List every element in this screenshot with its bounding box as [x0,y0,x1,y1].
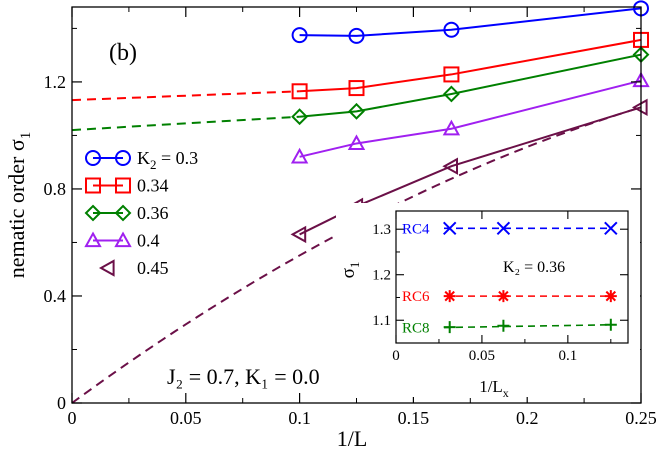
series-line [299,7,642,37]
legend-label: K2 = 0.3 [137,148,198,172]
x-tick-label: 0.05 [170,408,202,428]
x-tick-label: 0 [68,408,77,428]
legend-label: 0.45 [137,258,169,278]
inset-data-series [443,318,617,334]
inset-data-point [442,221,457,236]
series-line [299,53,642,118]
legend-item: K2 = 0.3 [85,148,198,172]
inset-data-point [496,221,511,236]
inset-data-point [604,318,617,331]
legend-marker [115,177,131,194]
series-line [299,38,642,93]
inset-x-tick-label: 0.05 [469,348,495,364]
legend-item: 0.45 [98,258,169,278]
data-point [348,102,365,120]
data-point [631,98,648,117]
legend: K2 = 0.3 0.34 0.36 0.4 0.45 [84,148,198,278]
legend-label-value: = 0.3 [157,148,199,168]
legend-label: 0.4 [137,231,160,251]
data-point [442,85,460,103]
inset-x-axis-label: 1/Lx [479,377,509,400]
inset-series-label: RC8 [402,321,430,337]
data-point [290,147,309,164]
inset-data-series [443,290,617,303]
legend-marker [85,150,101,166]
axis-ticks: 0 0.05 0.1 0.15 0.2 0.25 0 0.4 0.8 1.2 [44,7,657,428]
inset-axis-ticks: 0 0.05 0.1 1.1 1.2 1.3 [372,211,628,364]
inset-series-label: RC4 [402,221,430,237]
series-group [290,0,650,244]
series-line [299,79,642,158]
series-line [299,106,642,236]
inset-data-point [443,321,456,334]
inset-y-tick-label: 1.1 [372,313,391,329]
y-tick-label: 0.8 [44,179,67,199]
panel-label: (b) [109,40,137,66]
legend-marker [114,204,132,222]
data-point [442,157,459,175]
data-point [348,27,365,44]
legend-label-sub: 2 [150,157,157,172]
data-point [291,27,308,44]
inset-data-point [497,290,510,303]
legend-label: 0.36 [137,203,169,223]
y-axis-label: nematic order σ1 [4,132,34,278]
inset-data-point [604,221,618,236]
legend-item: 0.36 [84,203,169,223]
data-point [348,80,365,97]
inset-chart: 0 0.05 0.1 1.1 1.2 1.3 RC4 RC6 RC8 K₂ = 0.36 1/… [336,203,640,400]
legend-marker [115,150,131,166]
data-point [443,66,460,83]
legend-item: 0.34 [85,176,169,196]
fit-line [71,115,300,132]
inset-fit-line [443,323,611,329]
inset-x-tick-label: 0 [392,348,400,364]
inset-background [336,203,640,397]
legend-marker [84,204,102,222]
legend-item: 0.4 [84,231,160,251]
legend-label-prefix: K [137,148,150,168]
x-tick-label: 0.2 [516,408,539,428]
inset-x-tick-label: 0.1 [558,348,577,364]
inset-y-tick-label: 1.3 [372,222,391,238]
x-axis-label: 1/L [337,426,368,451]
data-point [291,108,309,126]
parameter-annotation: J₂ = 0.7, K₁ = 0.0 [167,364,320,389]
data-series [291,0,649,44]
inset-y-axis-label: σ1 [338,262,362,279]
inset-y-tick-label: 1.2 [372,268,391,284]
inset-fit-lines [443,227,611,329]
x-tick-label: 0.25 [625,408,657,428]
fit-line [71,90,300,102]
inset-data-point [604,290,617,303]
legend-label: 0.34 [137,176,169,196]
y-tick-label: 0.4 [44,286,67,306]
inset-series-group [442,221,618,334]
inset-data-series [442,221,618,236]
data-series [291,46,650,126]
data-series [290,71,650,164]
data-point [347,134,366,151]
main-chart: 0 0.05 0.1 0.15 0.2 0.25 0 0.4 0.8 1.2 (b) K2 = 0… [4,0,657,451]
y-tick-label: 0 [57,393,66,413]
inset-plot-frame [395,210,629,344]
legend-marker [114,231,132,248]
inset-annotation: K₂ = 0.36 [503,259,565,276]
y-tick-label: 1.2 [44,72,67,92]
legend-marker [84,231,102,248]
legend-marker [85,177,101,194]
inset-series-label: RC6 [402,289,430,305]
inset-data-point [443,290,456,303]
x-tick-label: 0.1 [288,408,311,428]
x-tick-label: 0.15 [398,408,430,428]
data-point [443,21,460,38]
legend-marker [98,259,115,277]
data-series [291,31,649,100]
data-point [291,83,308,100]
data-point [290,225,307,244]
inset-series-labels: RC4 RC6 RC8 [402,221,430,336]
data-point [442,119,461,136]
inset-data-point [497,319,510,332]
